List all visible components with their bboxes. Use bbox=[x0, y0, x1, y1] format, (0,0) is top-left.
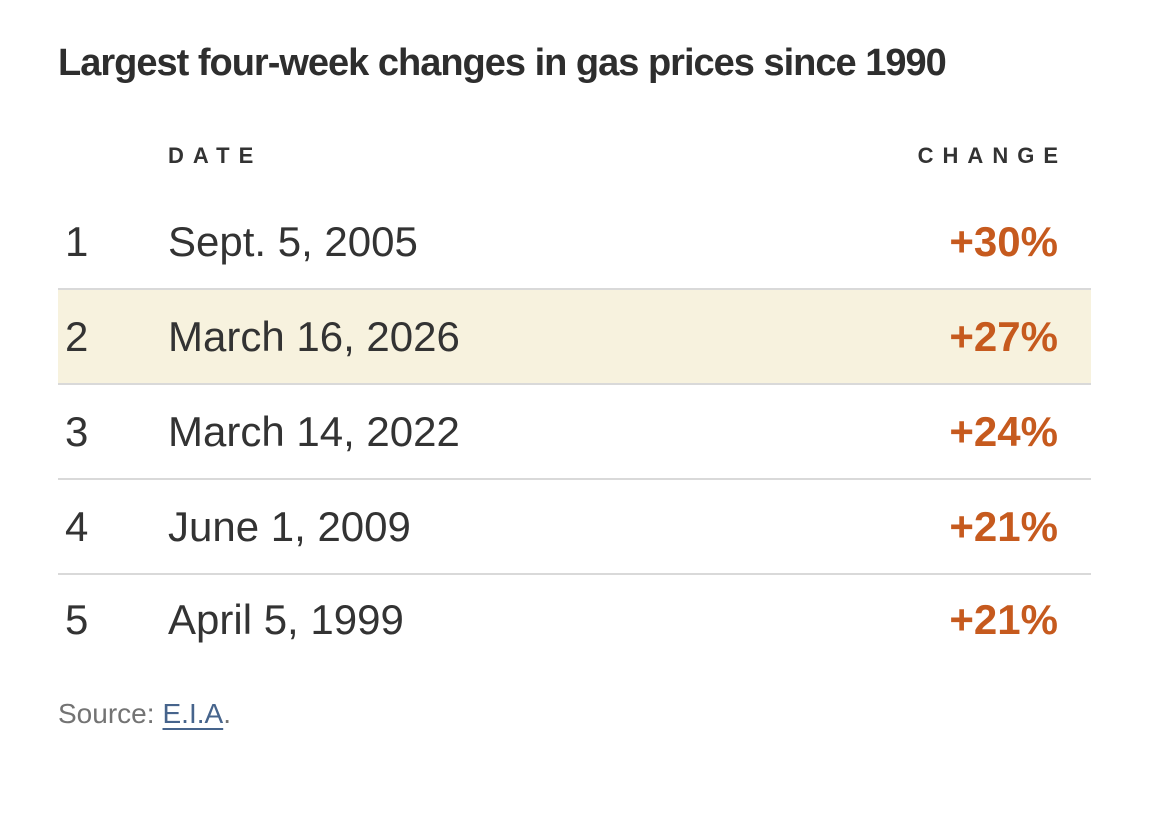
rank-cell: 5 bbox=[65, 596, 89, 643]
table-body: 1 Sept. 5, 2005 +30% 2 March 16, 2026 +2… bbox=[58, 195, 1091, 665]
table-row: 5 April 5, 1999 +21% bbox=[58, 575, 1091, 665]
date-column-header: DATE bbox=[168, 143, 263, 168]
table-row: 3 March 14, 2022 +24% bbox=[58, 385, 1091, 480]
change-column-header: CHANGE bbox=[917, 143, 1067, 168]
change-cell: +27% bbox=[949, 312, 1058, 360]
table-row: 1 Sept. 5, 2005 +30% bbox=[58, 195, 1091, 290]
change-cell: +21% bbox=[949, 596, 1058, 643]
source-line: Source: E.I.A. bbox=[58, 698, 1091, 730]
rank-cell: 4 bbox=[65, 502, 89, 550]
rank-cell: 3 bbox=[65, 407, 89, 455]
change-cell: +21% bbox=[949, 502, 1058, 550]
date-cell: March 16, 2026 bbox=[168, 312, 460, 360]
change-cell: +24% bbox=[949, 407, 1058, 455]
date-cell: June 1, 2009 bbox=[168, 502, 411, 550]
table-row-highlighted: 2 March 16, 2026 +27% bbox=[58, 290, 1091, 385]
date-cell: March 14, 2022 bbox=[168, 407, 460, 455]
gas-price-change-card: Largest four-week changes in gas prices … bbox=[58, 42, 1091, 730]
source-link[interactable]: E.I.A bbox=[162, 698, 224, 729]
source-suffix: . bbox=[223, 698, 231, 729]
rank-column-header bbox=[58, 143, 168, 168]
date-cell: April 5, 1999 bbox=[168, 596, 404, 643]
page-title: Largest four-week changes in gas prices … bbox=[58, 42, 947, 84]
rank-cell: 2 bbox=[65, 312, 89, 360]
source-label: Source: bbox=[58, 698, 155, 729]
rank-cell: 1 bbox=[65, 217, 89, 265]
change-cell: +30% bbox=[949, 217, 1058, 265]
date-cell: Sept. 5, 2005 bbox=[168, 217, 418, 265]
table-header-row: DATE CHANGE bbox=[58, 88, 1091, 195]
table-row: 4 June 1, 2009 +21% bbox=[58, 480, 1091, 575]
gas-price-table: DATE CHANGE 1 Sept. 5, 2005 +30% 2 March… bbox=[58, 88, 1091, 665]
